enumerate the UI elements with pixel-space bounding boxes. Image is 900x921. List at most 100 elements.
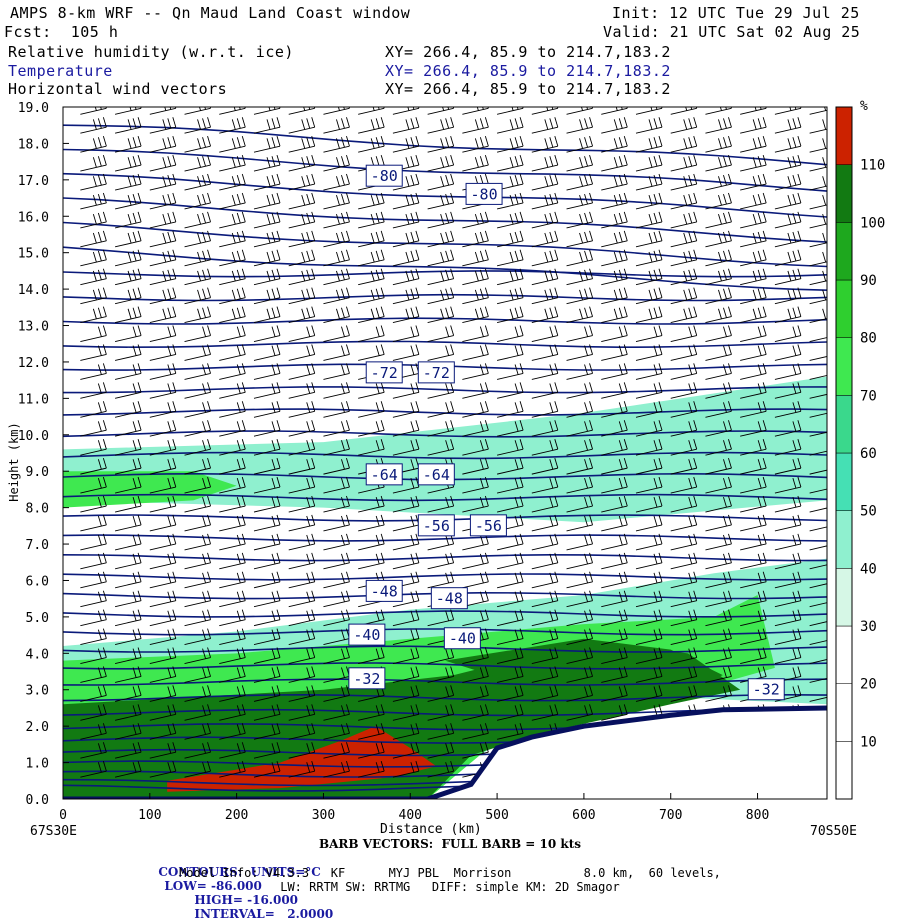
wind-barb: [427, 287, 455, 305]
wind-barb: [809, 213, 827, 229]
wind-barb: [80, 609, 107, 627]
wind-barb: [496, 533, 524, 551]
wind-barb: [392, 723, 420, 740]
wind-barb: [774, 325, 802, 342]
wind-barb: [184, 439, 211, 456]
wind-barb: [358, 420, 385, 437]
wind-barb: [114, 457, 142, 475]
wind-barb: [323, 268, 350, 286]
wind-barb: [184, 136, 211, 153]
wind-barb: [80, 647, 107, 664]
wind-barb: [184, 249, 211, 267]
wind-barb: [462, 230, 489, 248]
wind-barb: [462, 495, 489, 513]
wind-barb: [566, 107, 593, 115]
wind-barb: [288, 495, 316, 513]
colorbar-tick-label: 90: [860, 273, 877, 289]
wind-barb: [809, 659, 827, 664]
wind-barb: [601, 420, 628, 437]
wind-barb: [566, 136, 593, 153]
wind-barb: [80, 420, 107, 437]
wind-barb: [184, 268, 211, 286]
wind-barb: [774, 685, 802, 702]
wind-barb: [184, 476, 211, 494]
wind-barb: [288, 107, 316, 115]
wind-barb: [670, 439, 698, 456]
wind-barb: [219, 533, 246, 551]
wind-barb: [705, 514, 732, 532]
wind-barb: [184, 306, 211, 324]
wind-barb: [149, 457, 177, 475]
wind-barb: [323, 457, 350, 475]
wind-barb: [288, 306, 316, 324]
temperature-contour: [63, 270, 827, 278]
wind-barb: [288, 192, 316, 210]
wind-barb: [496, 457, 524, 475]
y-tick-label: 3.0: [26, 684, 49, 699]
wind-barb: [184, 571, 211, 589]
wind-barb: [219, 363, 246, 380]
wind-barb: [392, 211, 420, 229]
colorbar-tick-label: 20: [860, 677, 877, 693]
wind-barb: [462, 154, 489, 172]
wind-barb: [149, 230, 177, 248]
wind-barb: [149, 211, 177, 229]
wind-barb: [496, 723, 524, 740]
wind-barb: [392, 685, 420, 702]
init-time: Init: 12 UTC Tue 29 Jul 25: [612, 4, 860, 22]
wind-barb: [253, 401, 281, 418]
contour-label: -40: [443, 627, 481, 650]
wind-barb: [774, 495, 802, 513]
wind-barb: [462, 344, 489, 361]
wind-barb: [219, 117, 246, 134]
wind-barb: [705, 192, 732, 210]
wind-barb: [288, 704, 316, 721]
wind-barb: [184, 107, 211, 115]
temperature-contour: [63, 172, 827, 218]
wind-barb: [740, 154, 767, 172]
wind-barb: [392, 742, 420, 759]
wind-barb: [670, 514, 698, 532]
wind-barb: [774, 306, 802, 324]
wind-barb: [670, 192, 698, 210]
wind-barb: [601, 628, 628, 646]
wind-barb: [566, 628, 593, 646]
wind-barb: [323, 704, 350, 721]
y-tick-label: 19.0: [18, 101, 49, 116]
wind-barb: [601, 590, 628, 608]
wind-barb: [496, 666, 524, 683]
x-right-endpoint-label: 70S50E: [810, 824, 857, 839]
wind-barb: [114, 287, 142, 305]
wind-barb: [253, 761, 281, 778]
wind-barb: [774, 533, 802, 551]
wind-barb: [253, 685, 281, 702]
wind-barb: [288, 249, 316, 267]
wind-barb: [635, 476, 663, 494]
wind-barb: [774, 628, 802, 646]
wind-barb: [323, 136, 350, 153]
wind-barb: [809, 640, 827, 646]
wind-barb: [635, 363, 663, 380]
wind-barb: [149, 401, 177, 418]
wind-barb: [809, 696, 827, 702]
wind-barb: [670, 344, 698, 361]
wind-barb: [184, 514, 211, 532]
wind-barb: [358, 495, 385, 513]
contour-label: -72: [417, 361, 455, 384]
y-tick-label: 2.0: [26, 720, 49, 735]
wind-barb: [670, 571, 698, 589]
wind-barb: [114, 476, 142, 494]
wind-barb: [705, 609, 732, 627]
wind-barb: [705, 590, 732, 608]
wind-barb: [601, 514, 628, 532]
wind-barb: [740, 382, 767, 399]
wind-barb: [531, 552, 559, 570]
wind-barb: [219, 344, 246, 361]
wind-barb: [740, 401, 767, 418]
wind-barb: [635, 457, 663, 475]
wind-barb: [219, 666, 246, 683]
wind-barb: [288, 382, 316, 399]
wind-barb: [358, 344, 385, 361]
wind-barb: [635, 439, 663, 456]
wind-barb: [323, 192, 350, 210]
